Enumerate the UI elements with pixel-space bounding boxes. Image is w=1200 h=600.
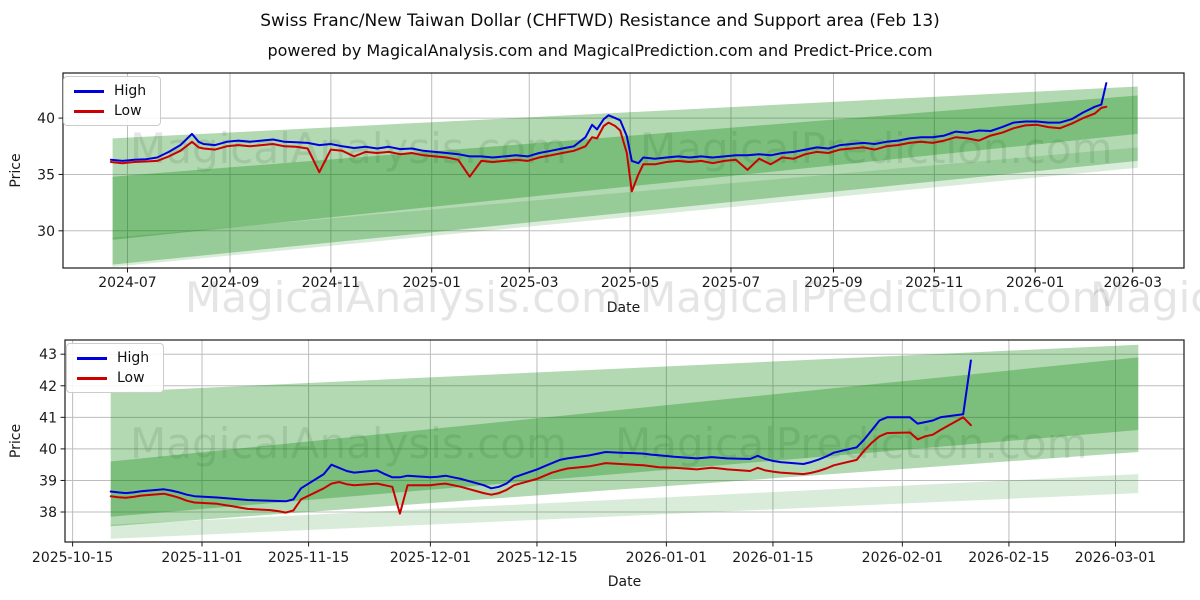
legend-label: Low [117, 370, 145, 386]
support-resistance-band [110, 474, 1139, 539]
low-line [109, 105, 1108, 193]
y-tick-label: 40 [39, 442, 57, 458]
x-tick-label: 2025-11-01 [161, 550, 242, 566]
x-tick-label: 2026-03-01 [1075, 550, 1156, 566]
x-tick-label: 2025-05 [601, 275, 660, 291]
legend-item-low: Low [77, 371, 149, 385]
y-tick-label: 30 [37, 224, 55, 240]
y-tick-label: 41 [39, 410, 57, 426]
y-axis-label: Price [8, 153, 24, 187]
x-tick-label: 2026-03 [1103, 275, 1162, 291]
x-axis-label: Date [608, 574, 641, 590]
y-tick-label: 40 [37, 111, 55, 127]
x-tick-label: 2024-11 [302, 275, 361, 291]
chart-top: 2024-07 2024-09 2024-11 2025-01 2025-03 2025-… [8, 72, 1185, 316]
x-tick-label: 2025-01 [402, 275, 461, 291]
support-resistance-band [112, 147, 1138, 267]
x-tick-label: 2025-12-15 [496, 550, 577, 566]
y-tick-label: 35 [37, 167, 55, 183]
watermark-text: MagicalPrediction.com [640, 273, 1113, 322]
plot-frame [62, 72, 1185, 269]
x-tick-label: 2025-03 [500, 275, 559, 291]
y-tick-label: 38 [39, 505, 57, 521]
legend-label: High [114, 83, 147, 99]
x-tick-label: 2024-09 [201, 275, 260, 291]
support-resistance-band [112, 95, 1138, 265]
plot-frame [64, 339, 1185, 543]
x-tick-label: 2025-10-15 [32, 550, 113, 566]
x-tick-label: 2026-01-15 [732, 550, 813, 566]
low-line-swatch [77, 376, 107, 380]
high-line [109, 82, 1108, 165]
y-tick-label: 39 [39, 473, 57, 489]
support-resistance-band [110, 344, 1139, 517]
x-axis-label: Date [607, 300, 640, 316]
watermark-text: MagicalAnalysis.com [1090, 273, 1200, 322]
chart-title: Swiss Franc/New Taiwan Dollar (CHFTWD) R… [260, 11, 940, 31]
legend-item-high: High [74, 84, 146, 98]
x-tick-label: 2025-09 [804, 275, 863, 291]
watermark-text: MagicalPrediction.com [615, 419, 1088, 468]
legend-label: Low [114, 103, 142, 119]
low-line-swatch [74, 109, 104, 113]
chart-bottom: 2025-10-15 2025-11-01 2025-11-15 2025-12-01… [8, 339, 1185, 590]
x-tick-label: 2026-01-01 [626, 550, 707, 566]
high-line-swatch [77, 356, 107, 360]
high-line-swatch [74, 89, 104, 93]
legend-bottom-chart: High Low [66, 343, 165, 393]
x-tick-label: 2024-07 [98, 275, 157, 291]
gap-watermarks: MagicalAnalysis.com MagicalPrediction.com… [185, 273, 1200, 322]
y-axis-label: Price [8, 424, 24, 458]
legend-item-low: Low [74, 104, 146, 118]
x-tick-label: 2025-12-01 [390, 550, 471, 566]
y-tick-label: 43 [39, 347, 57, 363]
x-tick-label: 2026-01 [1006, 275, 1065, 291]
legend-label: High [117, 350, 150, 366]
x-tick-label: 2025-11 [905, 275, 964, 291]
chart-subtitle: powered by MagicalAnalysis.com and Magic… [267, 41, 933, 60]
x-tick-label: 2026-02-15 [968, 550, 1049, 566]
x-tick-label: 2025-11-15 [268, 550, 349, 566]
watermark-text: MagicalAnalysis.com [185, 273, 622, 322]
x-tick-label: 2025-07 [702, 275, 761, 291]
y-tick-label: 42 [39, 379, 57, 395]
x-tick-label: 2026-02-01 [862, 550, 943, 566]
low-line [109, 416, 972, 515]
support-resistance-band [112, 86, 1138, 240]
legend-top-chart: High Low [63, 76, 162, 126]
watermark-text: MagicalAnalysis.com [130, 419, 567, 468]
high-line [109, 359, 972, 503]
legend-item-high: High [77, 351, 149, 365]
